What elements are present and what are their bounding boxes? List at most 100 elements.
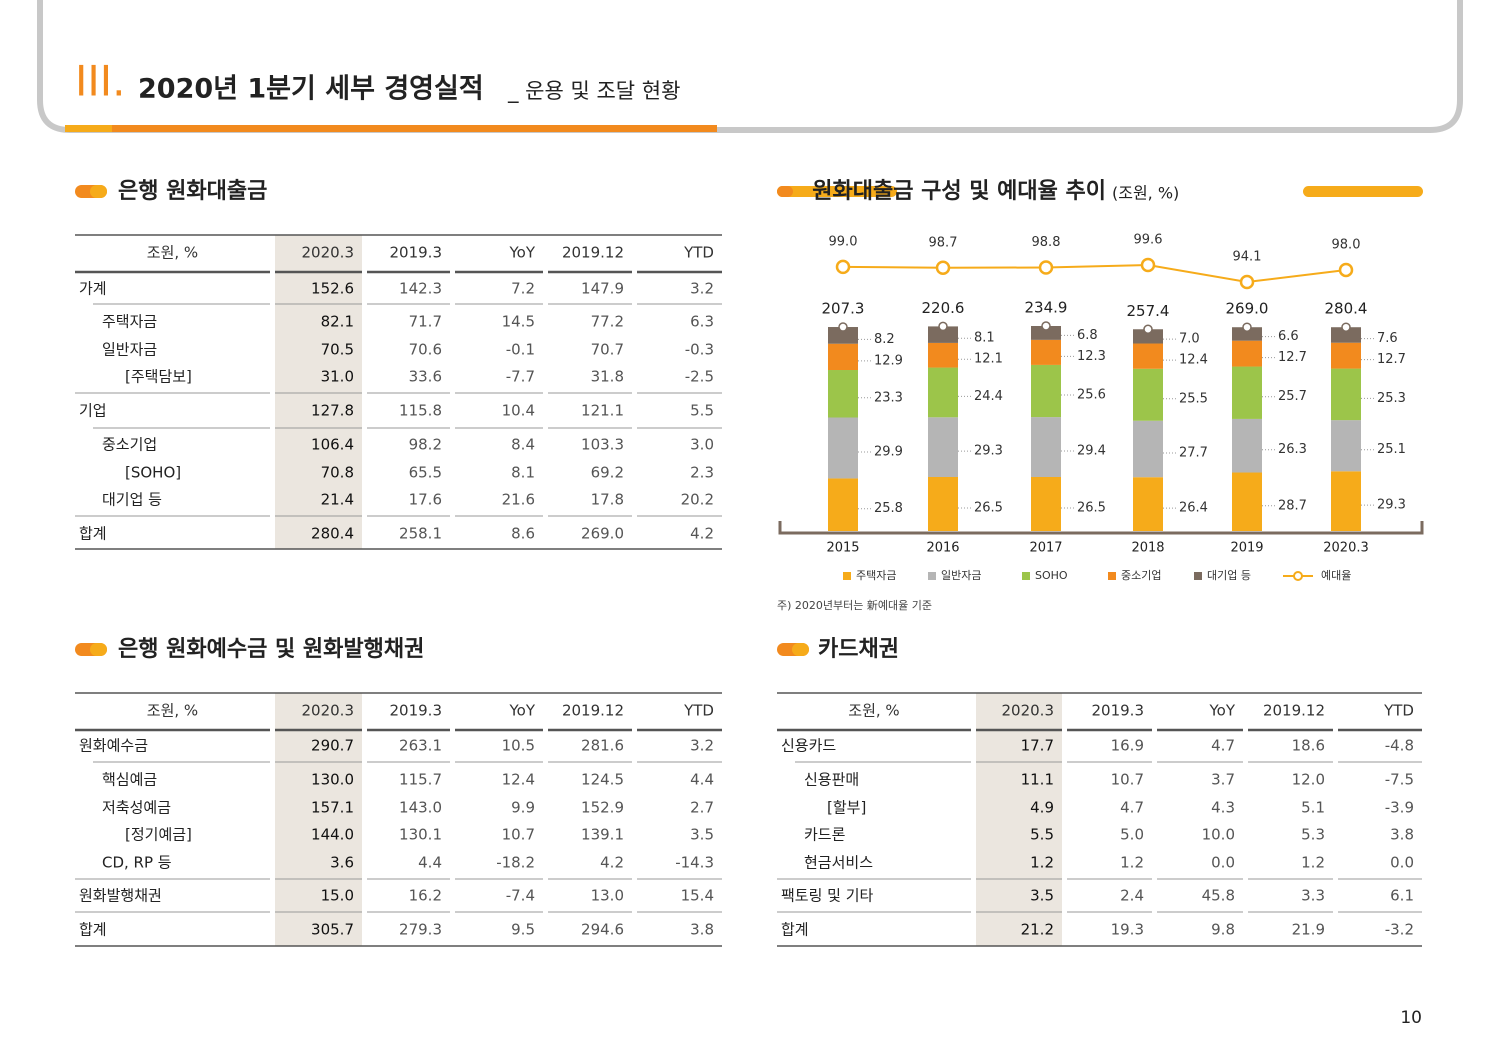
header-numeral: III. bbox=[75, 57, 126, 106]
header-frame bbox=[37, 0, 1463, 133]
cell-value: 70.7 bbox=[591, 341, 624, 359]
bar-segment bbox=[1031, 364, 1061, 418]
data-label: 26.5 bbox=[1077, 500, 1106, 515]
bar-cap bbox=[938, 321, 948, 332]
bar-segment bbox=[1331, 420, 1361, 472]
bar-segment bbox=[1331, 342, 1361, 369]
row-label: 저축성예금 bbox=[102, 799, 171, 817]
legend-label: 주택자금 bbox=[856, 569, 896, 582]
data-label: 26.3 bbox=[1278, 442, 1307, 457]
section-title: 은행 원화대출금 bbox=[118, 179, 267, 204]
total-label: 207.3 bbox=[822, 300, 865, 318]
x-tick-label: 2017 bbox=[1029, 541, 1062, 556]
cell-value: 5.1 bbox=[1301, 799, 1325, 817]
highlight-column bbox=[976, 693, 1062, 946]
column-header: 2020.3 bbox=[1002, 702, 1055, 720]
bar-segment bbox=[828, 417, 858, 479]
cell-value: -7.4 bbox=[506, 887, 535, 905]
total-label: 234.9 bbox=[1025, 299, 1068, 317]
cell-value: 115.8 bbox=[399, 402, 442, 420]
cell-value: 139.1 bbox=[581, 826, 624, 844]
bar-segment bbox=[1133, 420, 1163, 478]
bar-segment bbox=[1133, 343, 1163, 369]
bar-segment bbox=[928, 342, 958, 368]
data-label: 7.6 bbox=[1377, 331, 1398, 346]
column-header: 2019.3 bbox=[390, 244, 443, 262]
legend-swatch bbox=[1194, 572, 1202, 580]
bar-segment bbox=[1232, 418, 1262, 473]
cell-value: 124.5 bbox=[581, 771, 624, 789]
column-header: 2019.12 bbox=[562, 244, 624, 262]
cell-value: 8.4 bbox=[511, 436, 535, 454]
row-label: 신용카드 bbox=[781, 737, 836, 755]
ratio-label: 98.8 bbox=[1032, 235, 1061, 250]
x-tick-label: 2015 bbox=[826, 541, 859, 556]
cell-value: 10.4 bbox=[502, 402, 535, 420]
cell-value: 12.0 bbox=[1292, 771, 1325, 789]
legend-label: SOHO bbox=[1035, 569, 1068, 582]
data-label: 7.0 bbox=[1179, 332, 1200, 347]
data-label: 26.4 bbox=[1179, 501, 1208, 516]
cell-value: 1.2 bbox=[1301, 854, 1325, 872]
cell-value: 70.8 bbox=[321, 464, 354, 482]
column-header: YoY bbox=[508, 244, 535, 262]
column-header: YTD bbox=[1383, 702, 1414, 720]
bar-cap bbox=[1143, 324, 1153, 335]
cell-value: 6.3 bbox=[690, 313, 714, 331]
data-label: 12.4 bbox=[1179, 353, 1208, 368]
column-header: 2020.3 bbox=[302, 244, 355, 262]
section-title: 은행 원화예수금 및 원화발행채권 bbox=[118, 637, 424, 662]
row-label: 합계 bbox=[781, 921, 809, 939]
data-label: 25.5 bbox=[1179, 391, 1208, 406]
cell-value: 69.2 bbox=[591, 464, 624, 482]
bar-segment bbox=[828, 478, 858, 531]
ratio-point bbox=[1038, 260, 1054, 275]
cell-value: 31.8 bbox=[591, 368, 624, 386]
legend-swatch bbox=[1022, 572, 1030, 580]
cell-value: 0.0 bbox=[1211, 854, 1235, 872]
ratio-label: 99.6 bbox=[1134, 233, 1163, 248]
section-icon bbox=[75, 643, 107, 656]
bar-segment bbox=[1331, 368, 1361, 421]
cell-value: 8.1 bbox=[511, 464, 535, 482]
cell-value: 4.3 bbox=[1211, 799, 1235, 817]
cell-value: 143.0 bbox=[399, 799, 442, 817]
cell-value: 9.5 bbox=[511, 921, 535, 939]
data-label: 6.8 bbox=[1077, 328, 1098, 343]
data-label: 29.3 bbox=[974, 444, 1003, 459]
cell-value: 45.8 bbox=[1202, 887, 1235, 905]
column-header: 조원, % bbox=[848, 702, 899, 720]
data-label: 12.9 bbox=[874, 353, 903, 368]
data-label: 8.1 bbox=[974, 331, 995, 346]
cell-value: 142.3 bbox=[399, 280, 442, 298]
bar-segment bbox=[1331, 471, 1361, 531]
cell-value: -18.2 bbox=[496, 854, 535, 872]
cell-value: 2.7 bbox=[690, 799, 714, 817]
cell-value: 10.7 bbox=[502, 826, 535, 844]
cell-value: 130.0 bbox=[311, 771, 354, 789]
cell-value: 20.2 bbox=[681, 491, 714, 509]
cell-value: 290.7 bbox=[311, 737, 354, 755]
cell-value: 19.3 bbox=[1111, 921, 1144, 939]
bar-segment bbox=[1031, 417, 1061, 477]
cell-value: 152.6 bbox=[311, 280, 354, 298]
bar-segment bbox=[928, 326, 958, 343]
row-label: 현금서비스 bbox=[804, 854, 873, 872]
chart-base bbox=[778, 521, 1424, 535]
legend-swatch bbox=[1108, 572, 1116, 580]
cell-value: 4.4 bbox=[690, 771, 714, 789]
row-label: [정기예금] bbox=[125, 826, 192, 844]
legend-label: 예대율 bbox=[1321, 569, 1351, 582]
cell-value: 77.2 bbox=[591, 313, 624, 331]
data-label: 25.7 bbox=[1278, 389, 1307, 404]
cell-value: -0.3 bbox=[685, 341, 714, 359]
ratio-point bbox=[935, 260, 951, 276]
cell-value: 4.4 bbox=[418, 854, 442, 872]
ratio-label: 98.0 bbox=[1332, 237, 1361, 252]
row-label: 합계 bbox=[79, 525, 107, 543]
cell-value: 152.9 bbox=[581, 799, 624, 817]
row-label: 합계 bbox=[79, 921, 107, 939]
cell-value: 10.7 bbox=[1111, 771, 1144, 789]
cell-value: 0.0 bbox=[1390, 854, 1414, 872]
row-label: 원화발행채권 bbox=[79, 887, 162, 905]
